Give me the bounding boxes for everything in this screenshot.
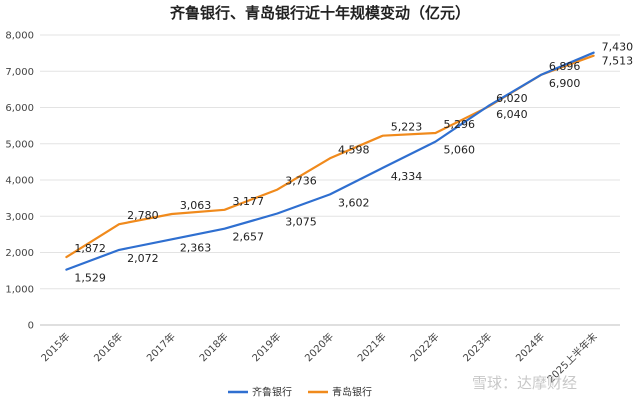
data-label: 3,177 bbox=[233, 195, 265, 208]
y-tick-label: 1,000 bbox=[5, 284, 34, 295]
y-tick-label: 8,000 bbox=[5, 31, 34, 42]
x-tick-label: 2019年 bbox=[249, 330, 283, 364]
y-tick-label: 2,000 bbox=[5, 248, 34, 259]
data-label: 2,780 bbox=[127, 209, 159, 222]
series-line-qingdao bbox=[65, 54, 595, 259]
x-tick-label: 2020年 bbox=[302, 330, 336, 364]
data-label: 1,872 bbox=[74, 242, 106, 255]
data-label: 2,363 bbox=[180, 241, 212, 254]
data-label: 6,900 bbox=[549, 77, 581, 90]
data-label: 3,075 bbox=[285, 216, 317, 229]
y-tick-label: 5,000 bbox=[5, 139, 34, 150]
data-label: 6,896 bbox=[549, 60, 581, 73]
grid bbox=[40, 34, 620, 326]
chart-title: 齐鲁银行、青岛银行近十年规模变动（亿元） bbox=[170, 4, 470, 22]
x-tick-label: 2018年 bbox=[196, 330, 230, 364]
y-tick-label: 4,000 bbox=[5, 176, 34, 187]
legend: 齐鲁银行 青岛银行 bbox=[228, 386, 372, 399]
x-tick-label: 2024年 bbox=[513, 330, 547, 364]
data-label: 7,430 bbox=[602, 41, 634, 54]
x-tick-label: 2021年 bbox=[355, 330, 389, 364]
data-label: 2,657 bbox=[233, 231, 265, 244]
data-label: 6,020 bbox=[496, 92, 528, 105]
y-axis: 0 1,000 2,000 3,000 4,000 5,000 6,000 7,000 8,00… bbox=[5, 31, 34, 332]
x-tick-label: 2015年 bbox=[38, 330, 72, 364]
data-label: 6,040 bbox=[496, 108, 528, 121]
data-label: 3,736 bbox=[285, 175, 317, 188]
data-label: 5,223 bbox=[391, 121, 423, 134]
data-label: 1,529 bbox=[74, 272, 106, 285]
data-labels: 1,529 2,072 2,363 2,657 3,075 3,602 4,334 5,060… bbox=[74, 41, 633, 285]
data-label: 2,072 bbox=[127, 252, 159, 265]
watermark: 雪球：达摩财经 bbox=[472, 374, 577, 392]
data-label: 7,513 bbox=[602, 55, 634, 68]
data-label: 5,296 bbox=[443, 118, 475, 131]
series-line-qilu bbox=[65, 51, 595, 271]
y-tick-label: 6,000 bbox=[5, 103, 34, 114]
data-label: 3,602 bbox=[338, 196, 370, 209]
data-label: 4,334 bbox=[391, 170, 423, 183]
data-label: 4,598 bbox=[338, 143, 370, 156]
legend-label: 青岛银行 bbox=[332, 386, 372, 399]
y-tick-label: 0 bbox=[28, 321, 34, 332]
x-tick-label: 2017年 bbox=[144, 330, 178, 364]
x-tick-label: 2023年 bbox=[460, 330, 494, 364]
y-tick-label: 7,000 bbox=[5, 67, 34, 78]
data-label: 5,060 bbox=[443, 144, 475, 157]
x-tick-label: 2016年 bbox=[91, 330, 125, 364]
x-tick-label: 2022年 bbox=[407, 330, 441, 364]
y-tick-label: 3,000 bbox=[5, 212, 34, 223]
data-label: 3,063 bbox=[180, 199, 212, 212]
legend-label: 齐鲁银行 bbox=[252, 386, 292, 399]
series-lines bbox=[65, 51, 595, 271]
